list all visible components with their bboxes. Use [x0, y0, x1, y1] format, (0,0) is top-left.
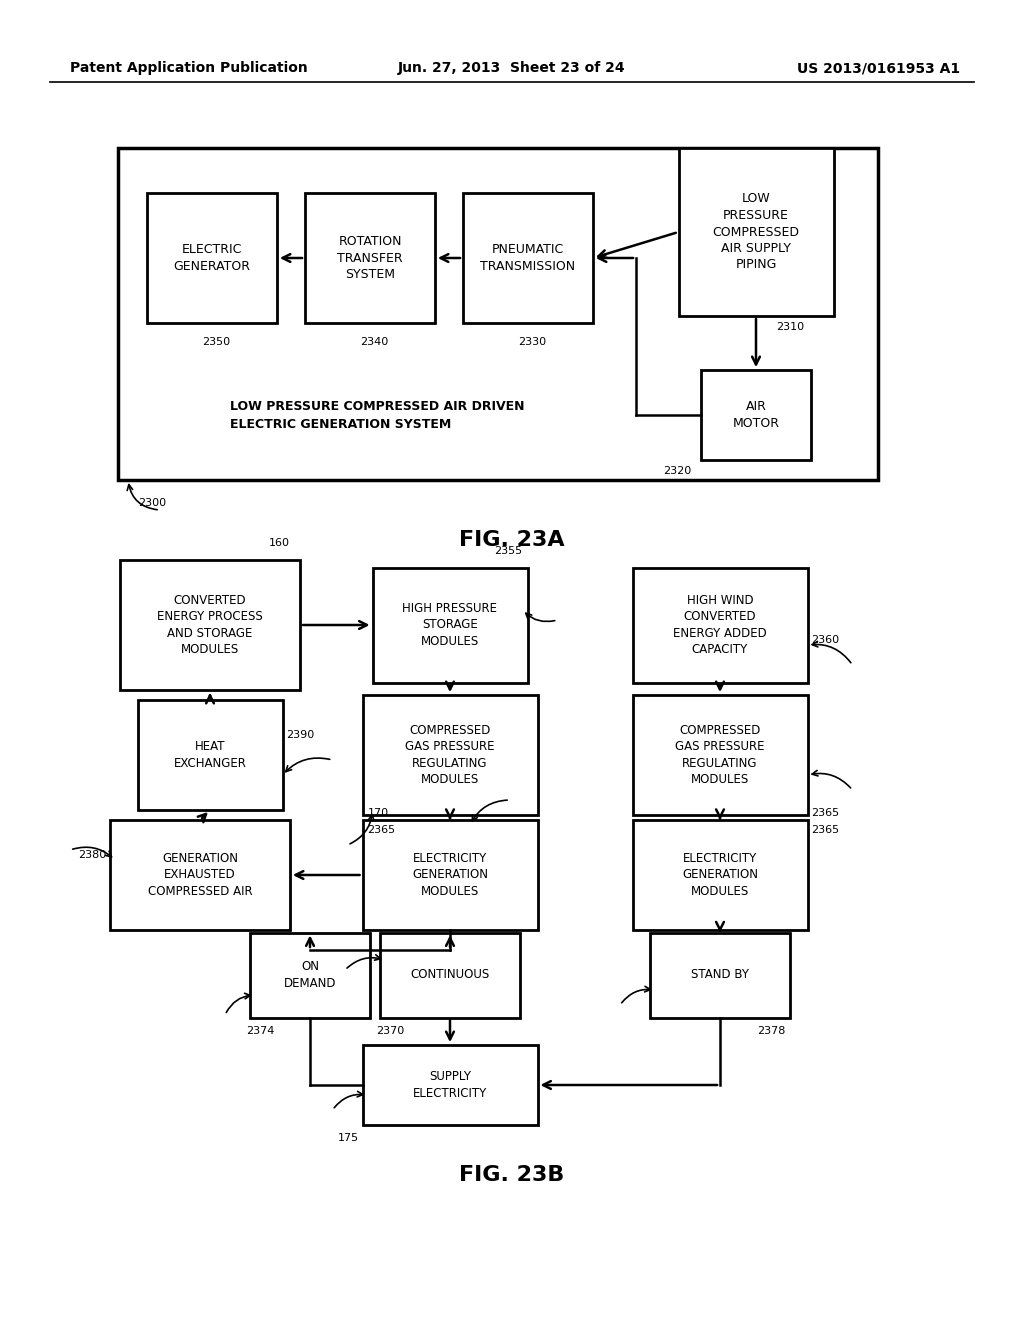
Text: FIG. 23A: FIG. 23A [459, 531, 565, 550]
Text: ELECTRICITY
GENERATION
MODULES: ELECTRICITY GENERATION MODULES [412, 851, 488, 898]
Text: Jun. 27, 2013  Sheet 23 of 24: Jun. 27, 2013 Sheet 23 of 24 [398, 61, 626, 75]
Text: ELECTRIC
GENERATOR: ELECTRIC GENERATOR [173, 243, 251, 273]
Text: 2374: 2374 [246, 1026, 274, 1035]
Text: 2380: 2380 [78, 850, 106, 861]
Bar [362, 696, 538, 814]
Bar [380, 932, 520, 1018]
Text: 2365: 2365 [811, 825, 840, 836]
Bar [137, 700, 283, 810]
Text: COMPRESSED
GAS PRESSURE
REGULATING
MODULES: COMPRESSED GAS PRESSURE REGULATING MODUL… [406, 723, 495, 787]
Text: 175: 175 [337, 1133, 358, 1143]
Bar [118, 148, 878, 480]
Bar [633, 696, 808, 814]
Text: LOW PRESSURE COMPRESSED AIR DRIVEN
ELECTRIC GENERATION SYSTEM: LOW PRESSURE COMPRESSED AIR DRIVEN ELECT… [230, 400, 524, 430]
Text: CONVERTED
ENERGY PROCESS
AND STORAGE
MODULES: CONVERTED ENERGY PROCESS AND STORAGE MOD… [157, 594, 263, 656]
Bar [250, 932, 370, 1018]
Text: HIGH WIND
CONVERTED
ENERGY ADDED
CAPACITY: HIGH WIND CONVERTED ENERGY ADDED CAPACIT… [673, 594, 767, 656]
Text: LOW
PRESSURE
COMPRESSED
AIR SUPPLY
PIPING: LOW PRESSURE COMPRESSED AIR SUPPLY PIPIN… [713, 193, 800, 272]
Text: COMPRESSED
GAS PRESSURE
REGULATING
MODULES: COMPRESSED GAS PRESSURE REGULATING MODUL… [675, 723, 765, 787]
Bar [362, 820, 538, 931]
Text: 2340: 2340 [360, 337, 388, 347]
Text: 2365: 2365 [368, 825, 395, 836]
Text: 2330: 2330 [518, 337, 546, 347]
Text: 2370: 2370 [376, 1026, 404, 1035]
Text: 2350: 2350 [202, 337, 230, 347]
Text: 2360: 2360 [811, 635, 840, 645]
Bar [305, 193, 435, 323]
Text: 2365: 2365 [811, 808, 840, 818]
Text: 2300: 2300 [138, 498, 166, 508]
Bar [120, 560, 300, 690]
Bar [650, 932, 790, 1018]
Bar [110, 820, 290, 931]
Text: ON
DEMAND: ON DEMAND [284, 960, 336, 990]
Text: FIG. 23B: FIG. 23B [460, 1166, 564, 1185]
Text: AIR
MOTOR: AIR MOTOR [732, 400, 779, 430]
Text: 2378: 2378 [757, 1026, 785, 1035]
Bar [679, 148, 834, 315]
Bar [633, 820, 808, 931]
Text: 2310: 2310 [776, 322, 804, 333]
Bar [701, 370, 811, 459]
Text: PNEUMATIC
TRANSMISSION: PNEUMATIC TRANSMISSION [480, 243, 575, 273]
Text: HIGH PRESSURE
STORAGE
MODULES: HIGH PRESSURE STORAGE MODULES [402, 602, 498, 648]
Text: US 2013/0161953 A1: US 2013/0161953 A1 [797, 61, 961, 75]
Text: 2390: 2390 [287, 730, 314, 741]
Bar [362, 1045, 538, 1125]
Text: SUPPLY
ELECTRICITY: SUPPLY ELECTRICITY [413, 1071, 487, 1100]
Text: CONTINUOUS: CONTINUOUS [411, 969, 489, 982]
Bar [463, 193, 593, 323]
Text: HEAT
EXCHANGER: HEAT EXCHANGER [173, 741, 247, 770]
Text: ELECTRICITY
GENERATION
MODULES: ELECTRICITY GENERATION MODULES [682, 851, 758, 898]
Text: 160: 160 [269, 539, 290, 548]
Text: Patent Application Publication: Patent Application Publication [70, 61, 308, 75]
Text: 2355: 2355 [495, 545, 522, 556]
Bar [147, 193, 278, 323]
Bar [633, 568, 808, 682]
Text: 170: 170 [368, 808, 389, 818]
Text: GENERATION
EXHAUSTED
COMPRESSED AIR: GENERATION EXHAUSTED COMPRESSED AIR [147, 851, 252, 898]
Bar [373, 568, 527, 682]
Text: 2320: 2320 [663, 466, 691, 477]
Text: STAND BY: STAND BY [691, 969, 749, 982]
Text: ROTATION
TRANSFER
SYSTEM: ROTATION TRANSFER SYSTEM [337, 235, 402, 281]
